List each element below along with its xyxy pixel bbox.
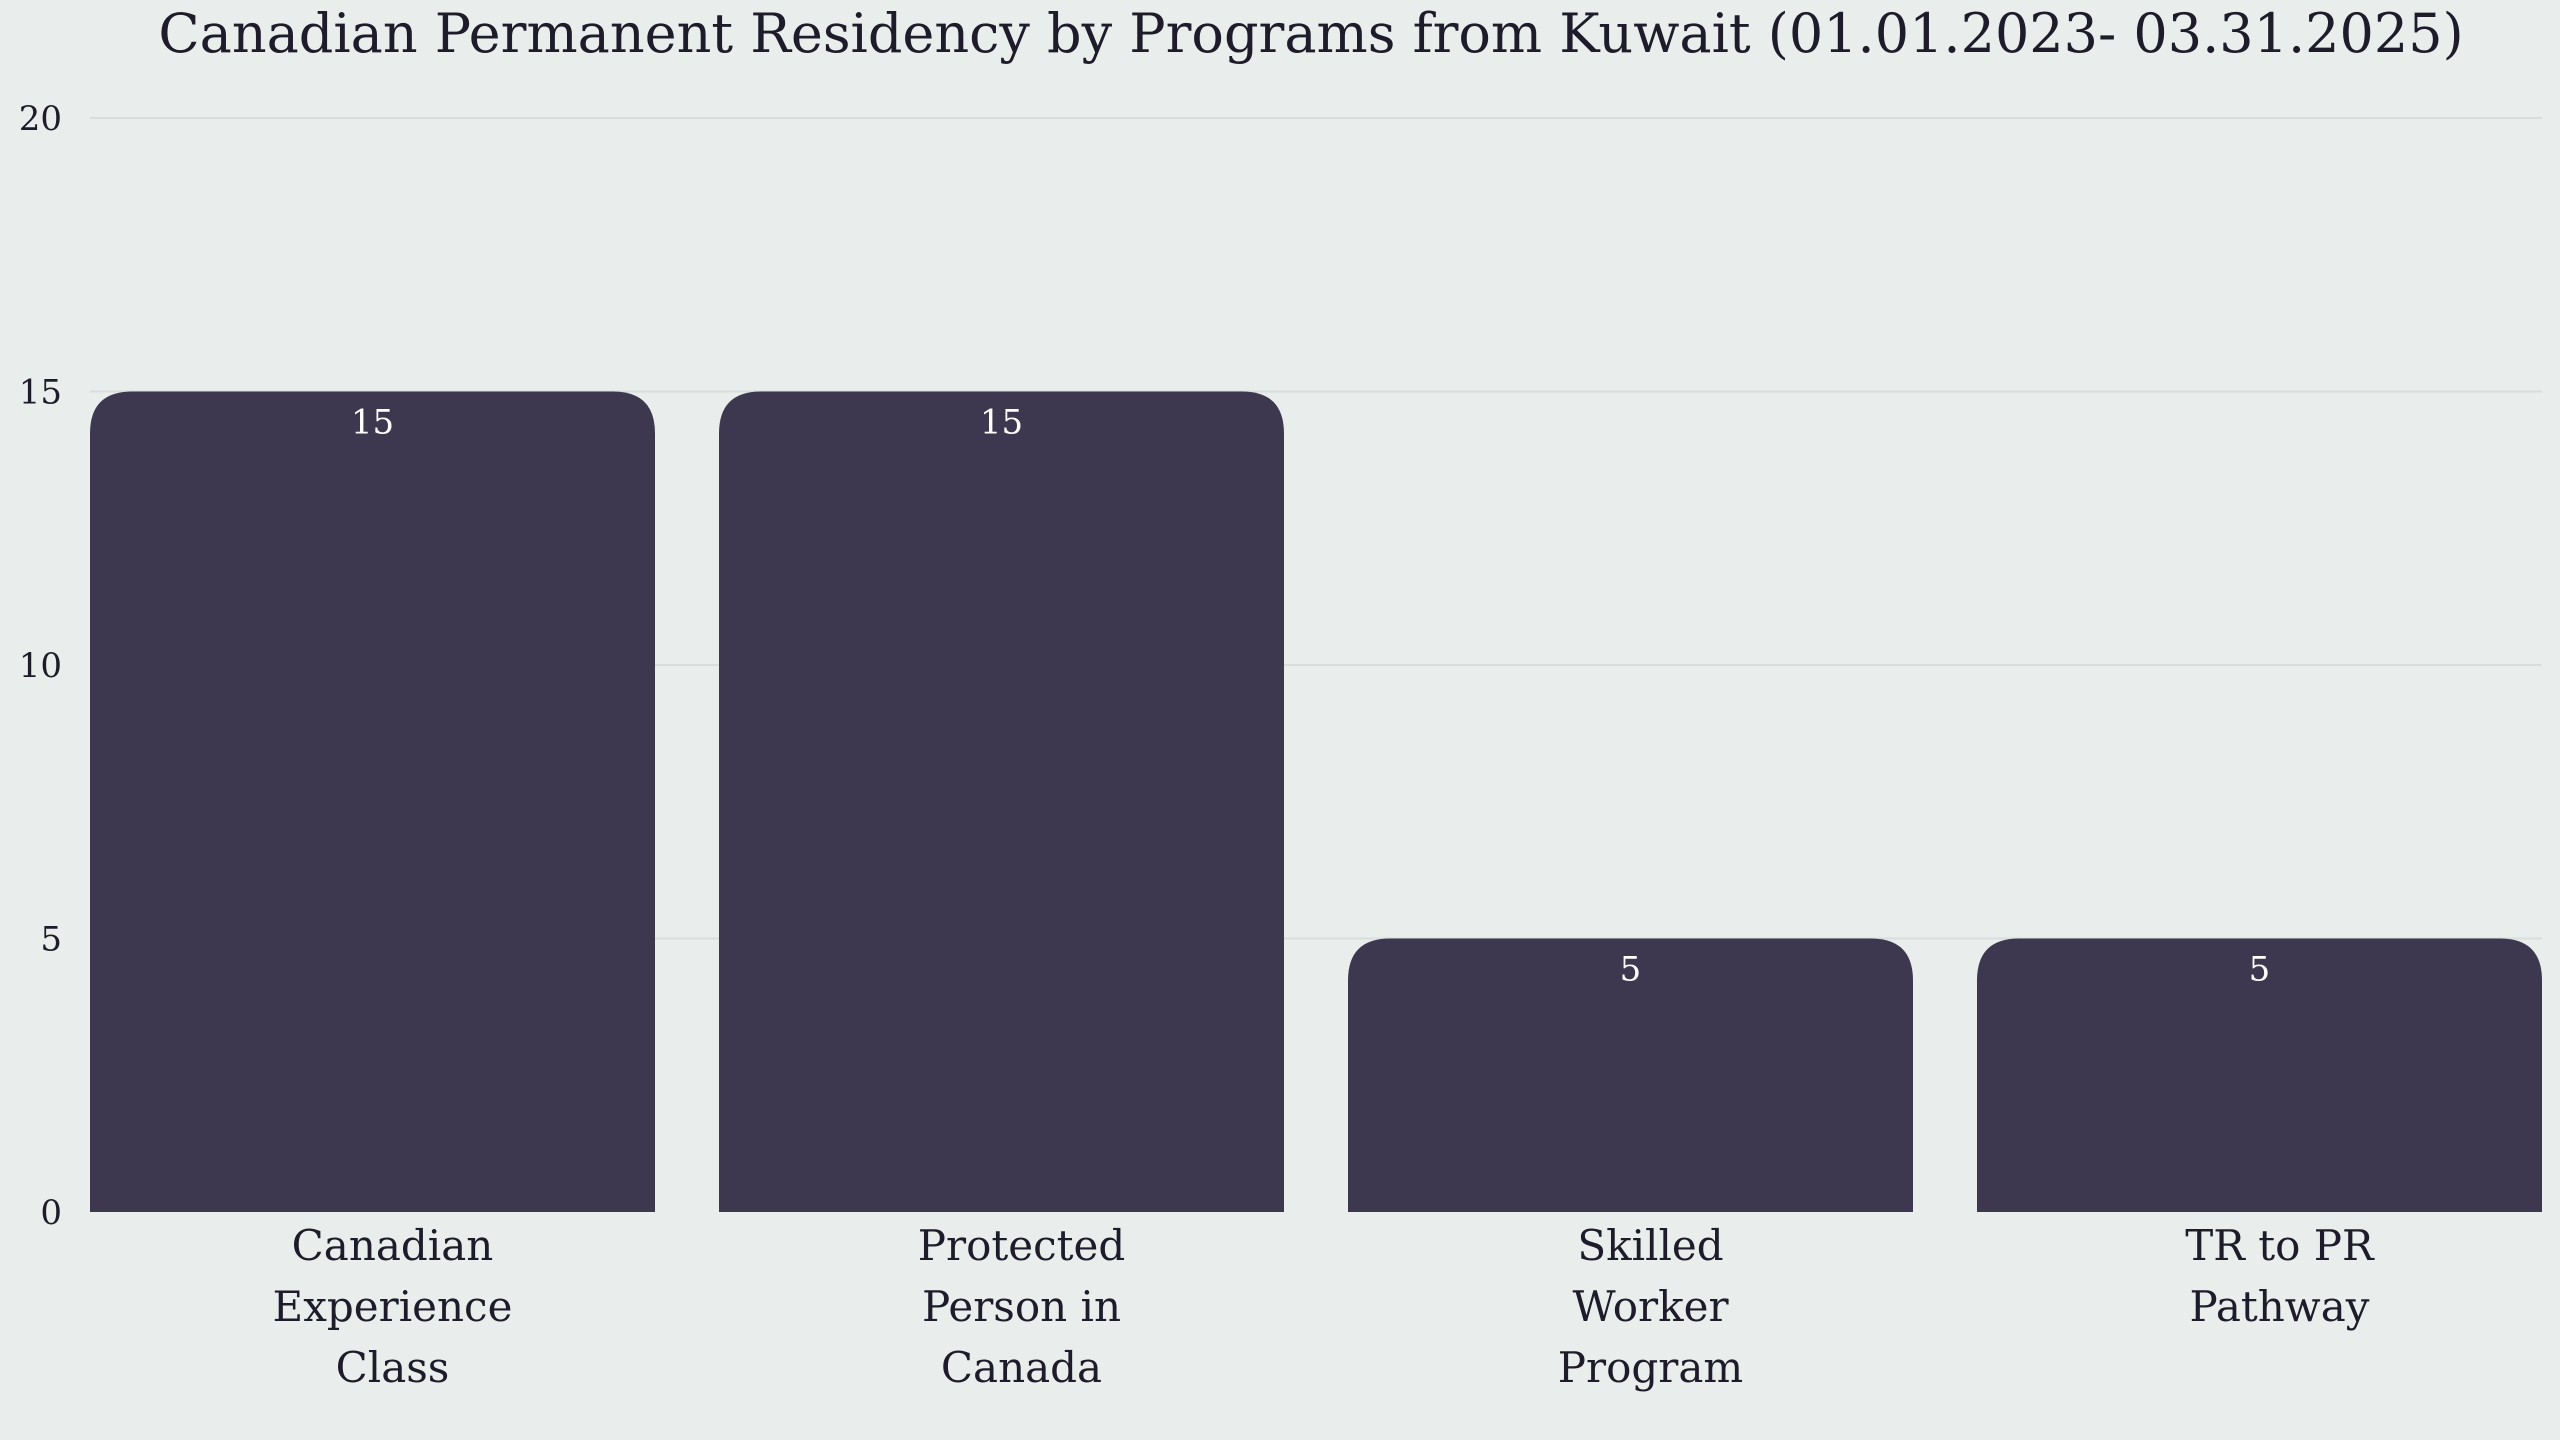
- data-label-2: 15: [980, 403, 1023, 443]
- x-tick-label-line: Program: [1558, 1343, 1743, 1392]
- x-tick-label-3: Skilled Worker Program: [1558, 1221, 1743, 1392]
- y-tick-label-0: 0: [40, 1193, 62, 1233]
- y-tick-label-10: 10: [19, 646, 62, 686]
- x-tick-label-1: Canadian Experience Class: [273, 1221, 513, 1392]
- x-tick-label-line: Canada: [941, 1343, 1102, 1392]
- x-tick-label-line: Person in: [922, 1282, 1121, 1331]
- bar-2: [719, 391, 1284, 1212]
- x-tick-label-line: Class: [336, 1343, 450, 1392]
- x-tick-label-2: Protected Person in Canada: [918, 1221, 1126, 1392]
- x-tick-label-line: Worker: [1572, 1282, 1729, 1331]
- x-tick-label-line: Experience: [273, 1282, 513, 1331]
- x-tick-label-line: Skilled: [1577, 1221, 1723, 1270]
- bars: [90, 391, 2542, 1212]
- x-tick-label-4: TR to PR Pathway: [2185, 1221, 2375, 1331]
- data-labels: 15 15 5 5: [351, 403, 2270, 990]
- bar-3: [1348, 938, 1913, 1212]
- x-tick-label-line: TR to PR: [2185, 1221, 2375, 1270]
- x-tick-label-line: Pathway: [2189, 1282, 2369, 1331]
- y-tick-label-5: 5: [40, 920, 62, 960]
- y-tick-label-20: 20: [19, 99, 62, 139]
- x-axis: Canadian Experience Class Protected Person i…: [273, 1221, 2376, 1392]
- x-tick-label-line: Protected: [918, 1221, 1126, 1270]
- bar-4: [1977, 938, 2542, 1212]
- x-tick-label-line: Canadian: [292, 1221, 494, 1270]
- data-label-3: 5: [1620, 950, 1642, 990]
- data-label-4: 5: [2249, 950, 2271, 990]
- bar-1: [90, 391, 655, 1212]
- y-axis: 0 5 10 15 20: [19, 99, 62, 1233]
- y-tick-label-15: 15: [19, 373, 62, 413]
- data-label-1: 15: [351, 403, 394, 443]
- chart-title: Canadian Permanent Residency by Programs…: [158, 2, 2463, 65]
